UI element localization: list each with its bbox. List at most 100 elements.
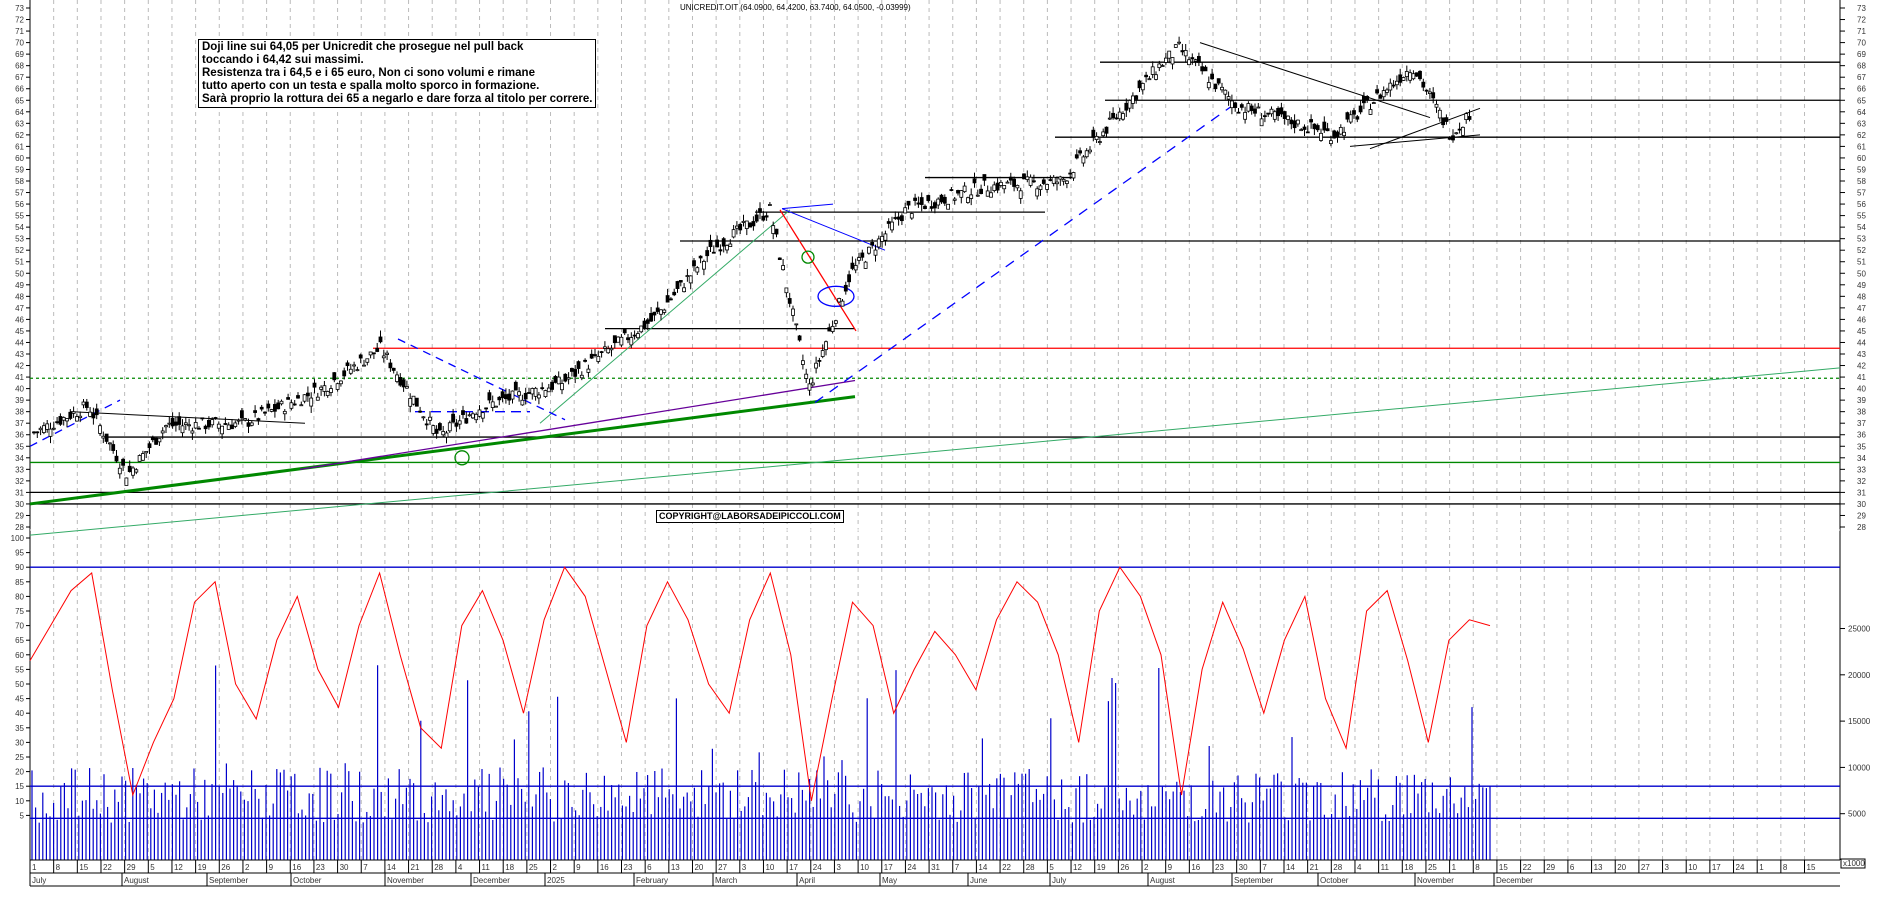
svg-text:56: 56 bbox=[1857, 200, 1866, 209]
svg-text:20: 20 bbox=[694, 863, 703, 872]
svg-text:17: 17 bbox=[789, 863, 798, 872]
svg-text:85: 85 bbox=[15, 578, 24, 587]
svg-text:49: 49 bbox=[15, 281, 24, 290]
svg-text:55: 55 bbox=[15, 665, 24, 674]
svg-text:24: 24 bbox=[1736, 863, 1745, 872]
rsi-line bbox=[29, 566, 1491, 801]
svg-text:x1000: x1000 bbox=[1843, 859, 1865, 868]
svg-text:14: 14 bbox=[387, 863, 396, 872]
svg-text:49: 49 bbox=[1857, 281, 1866, 290]
svg-text:October: October bbox=[293, 876, 322, 885]
svg-text:61: 61 bbox=[15, 142, 24, 151]
svg-text:71: 71 bbox=[15, 27, 24, 36]
svg-text:30: 30 bbox=[1239, 863, 1248, 872]
svg-text:2: 2 bbox=[553, 863, 558, 872]
svg-text:29: 29 bbox=[127, 863, 136, 872]
svg-text:5: 5 bbox=[1049, 863, 1054, 872]
svg-text:61: 61 bbox=[1857, 142, 1866, 151]
svg-text:48: 48 bbox=[1857, 292, 1866, 301]
svg-text:15: 15 bbox=[79, 863, 88, 872]
svg-text:December: December bbox=[1496, 876, 1533, 885]
svg-text:54: 54 bbox=[1857, 223, 1866, 232]
svg-text:15: 15 bbox=[15, 782, 24, 791]
svg-text:18: 18 bbox=[1404, 863, 1413, 872]
svg-text:36: 36 bbox=[1857, 431, 1866, 440]
svg-text:60: 60 bbox=[1857, 154, 1866, 163]
svg-text:51: 51 bbox=[15, 258, 24, 267]
svg-text:August: August bbox=[124, 876, 150, 885]
svg-text:26: 26 bbox=[1120, 863, 1129, 872]
svg-text:31: 31 bbox=[1857, 488, 1866, 497]
svg-text:40: 40 bbox=[15, 385, 24, 394]
analysis-note: Doji line sui 64,05 per Unicredit che pr… bbox=[198, 39, 596, 108]
svg-text:39: 39 bbox=[1857, 396, 1866, 405]
svg-text:28: 28 bbox=[1026, 863, 1035, 872]
svg-text:95: 95 bbox=[15, 549, 24, 558]
svg-text:March: March bbox=[715, 876, 737, 885]
svg-text:April: April bbox=[799, 876, 815, 885]
svg-text:60: 60 bbox=[15, 154, 24, 163]
svg-text:28: 28 bbox=[1857, 523, 1866, 532]
svg-text:68: 68 bbox=[15, 62, 24, 71]
svg-text:62: 62 bbox=[1857, 131, 1866, 140]
svg-text:43: 43 bbox=[15, 350, 24, 359]
svg-text:7: 7 bbox=[1262, 863, 1267, 872]
svg-text:46: 46 bbox=[15, 315, 24, 324]
svg-text:29: 29 bbox=[15, 511, 24, 520]
svg-text:8: 8 bbox=[1783, 863, 1788, 872]
svg-text:35: 35 bbox=[1857, 442, 1866, 451]
svg-text:44: 44 bbox=[1857, 338, 1866, 347]
svg-text:November: November bbox=[1417, 876, 1454, 885]
svg-text:52: 52 bbox=[1857, 246, 1866, 255]
svg-text:18: 18 bbox=[505, 863, 514, 872]
svg-text:May: May bbox=[882, 876, 897, 885]
svg-text:73: 73 bbox=[1857, 4, 1866, 13]
svg-text:63: 63 bbox=[1857, 119, 1866, 128]
svg-text:60: 60 bbox=[15, 651, 24, 660]
svg-text:39: 39 bbox=[15, 396, 24, 405]
svg-text:37: 37 bbox=[15, 419, 24, 428]
svg-text:30: 30 bbox=[1857, 500, 1866, 509]
svg-text:11: 11 bbox=[1381, 863, 1390, 872]
svg-text:34: 34 bbox=[1857, 454, 1866, 463]
svg-text:10: 10 bbox=[15, 797, 24, 806]
svg-text:9: 9 bbox=[576, 863, 581, 872]
svg-text:30: 30 bbox=[15, 738, 24, 747]
svg-text:20: 20 bbox=[15, 768, 24, 777]
svg-text:65: 65 bbox=[1857, 96, 1866, 105]
svg-text:19: 19 bbox=[198, 863, 207, 872]
note-line: toccando i 64,42 sui massimi. bbox=[202, 54, 364, 66]
svg-text:62: 62 bbox=[15, 131, 24, 140]
svg-text:53: 53 bbox=[1857, 235, 1866, 244]
svg-text:71: 71 bbox=[1857, 27, 1866, 36]
svg-text:10: 10 bbox=[765, 863, 774, 872]
svg-text:16: 16 bbox=[600, 863, 609, 872]
svg-text:42: 42 bbox=[1857, 362, 1866, 371]
svg-text:7: 7 bbox=[363, 863, 368, 872]
svg-text:6: 6 bbox=[1570, 863, 1575, 872]
svg-text:53: 53 bbox=[15, 235, 24, 244]
svg-text:69: 69 bbox=[1857, 50, 1866, 59]
svg-text:40: 40 bbox=[15, 709, 24, 718]
svg-text:37: 37 bbox=[1857, 419, 1866, 428]
svg-text:25000: 25000 bbox=[1848, 625, 1871, 634]
note-line: Doji line sui 64,05 per Unicredit che pr… bbox=[202, 41, 524, 53]
svg-text:17: 17 bbox=[1712, 863, 1721, 872]
svg-text:42: 42 bbox=[15, 362, 24, 371]
svg-text:1: 1 bbox=[32, 863, 37, 872]
svg-text:57: 57 bbox=[15, 189, 24, 198]
svg-text:4: 4 bbox=[1357, 863, 1362, 872]
svg-text:20: 20 bbox=[1617, 863, 1626, 872]
svg-text:3: 3 bbox=[836, 863, 841, 872]
svg-text:1: 1 bbox=[1452, 863, 1457, 872]
svg-text:4: 4 bbox=[458, 863, 463, 872]
svg-text:August: August bbox=[1150, 876, 1176, 885]
svg-text:67: 67 bbox=[15, 73, 24, 82]
svg-text:24: 24 bbox=[907, 863, 916, 872]
svg-text:2025: 2025 bbox=[547, 876, 565, 885]
svg-text:15: 15 bbox=[1499, 863, 1508, 872]
volume-bars bbox=[30, 665, 1840, 860]
svg-text:14: 14 bbox=[978, 863, 987, 872]
svg-text:50: 50 bbox=[1857, 269, 1866, 278]
svg-text:64: 64 bbox=[1857, 108, 1866, 117]
